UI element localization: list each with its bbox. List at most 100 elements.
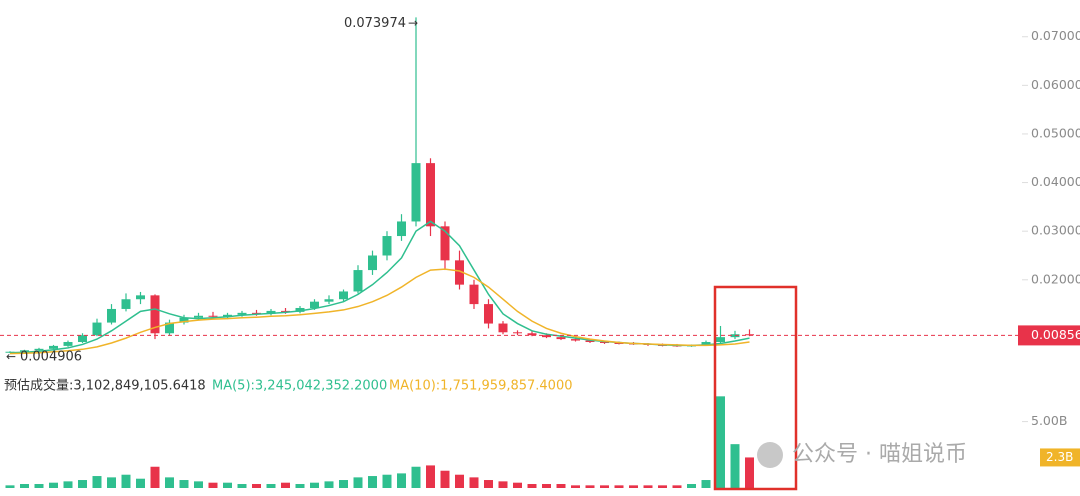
min-annotation: 0.004906 [20, 350, 82, 365]
candle-body [179, 317, 189, 323]
volume-bar [223, 482, 232, 488]
candle-body [252, 312, 261, 314]
volume-bar [701, 480, 711, 488]
volume-bar [542, 484, 551, 488]
volume-bar [498, 481, 508, 488]
volume-bar [20, 484, 29, 488]
volume-bar [556, 484, 566, 488]
last-price-tag [1018, 325, 1080, 346]
candle-body [266, 310, 276, 314]
candle-body [484, 304, 493, 324]
candle-body [745, 334, 754, 336]
candle-body [107, 308, 116, 323]
watermark: 公众号 · 喵姐说币 [757, 442, 967, 468]
volume-bar [281, 482, 290, 488]
last-price-label: 0.00856 [1031, 327, 1080, 342]
y-tick-label: 0.05000 [1031, 125, 1080, 140]
ma-line [9, 220, 750, 354]
last-volume-tag [1040, 448, 1080, 467]
candle-body [527, 333, 537, 336]
candle-body [498, 323, 508, 333]
y-tick-label: 0.07000 [1031, 28, 1080, 43]
volume-bar [484, 480, 493, 488]
candle-body [136, 295, 145, 300]
candle-body [208, 315, 218, 317]
candle-body [426, 163, 435, 227]
volume-bar [165, 477, 174, 488]
max-annotation: 0.073974 [344, 16, 406, 31]
volume-bar [194, 481, 203, 488]
candle-body [295, 307, 305, 312]
candle-body [614, 342, 624, 344]
volume-bar [687, 484, 696, 488]
volume-bar [368, 476, 377, 488]
volume-bar [571, 485, 580, 488]
candle-body [440, 226, 450, 261]
candle-body [585, 340, 595, 343]
volume-bar [745, 457, 754, 488]
volume-bar [150, 466, 160, 488]
candle-body [34, 348, 44, 351]
volume-bar [411, 466, 421, 488]
volume-bar [310, 482, 319, 488]
candle-body [716, 337, 725, 343]
candle-body [455, 260, 464, 285]
volume-bar [440, 470, 450, 488]
volume-bar [237, 484, 247, 488]
watermark-text: 公众号 · 喵姐说币 [792, 442, 967, 467]
volume-bar [78, 480, 87, 488]
volume-bar [600, 485, 609, 488]
volume-bar [49, 482, 58, 488]
volume-bar [585, 485, 595, 488]
volume-label: 预估成交量:3,102,849,105.6418 [4, 378, 206, 394]
candle-body [469, 284, 479, 305]
candle-body [310, 301, 319, 308]
y-tick-label: 0.03000 [1031, 223, 1080, 238]
candle-body [324, 299, 334, 302]
candle-body [600, 342, 609, 344]
volume-bar [716, 396, 725, 488]
candle-body [701, 342, 711, 346]
volume-bar [614, 485, 624, 488]
volume-bar [121, 474, 131, 488]
volume-bar [643, 485, 653, 488]
candle-body [121, 299, 131, 309]
volume-bar [382, 474, 392, 488]
ma-line [9, 268, 750, 355]
volume-bar [92, 476, 102, 488]
volume-bar [339, 480, 348, 488]
candle-body [194, 315, 203, 318]
ma10-label: MA(10):1,751,959,857.4000 [389, 379, 573, 394]
candle-body [556, 337, 566, 340]
candle-body [63, 342, 73, 346]
min-arrow: ← [6, 350, 16, 364]
candle-body [382, 236, 392, 256]
candle-body [542, 335, 551, 338]
watermark-icon [757, 442, 783, 468]
highlight-box [713, 285, 798, 491]
volume-bar [179, 480, 189, 488]
candle-body [49, 345, 58, 349]
candle-body [281, 310, 290, 312]
volume-bar [469, 477, 479, 488]
y-tick-label: 0.02000 [1031, 271, 1080, 286]
volume-bar [672, 485, 682, 488]
volume-bar [5, 485, 15, 488]
candle-body [237, 312, 247, 315]
y-tick-label: 0.06000 [1031, 77, 1080, 92]
candle-body [150, 295, 160, 334]
volume-bar [252, 484, 261, 488]
candle-body [339, 291, 348, 300]
volume-bar [730, 444, 740, 488]
volume-bar [455, 474, 464, 488]
ma5-label: MA(5):3,245,042,352.2000 [212, 379, 387, 394]
volume-bar [266, 484, 276, 488]
y-tick-label: 0.04000 [1031, 174, 1080, 189]
volume-tick-label: 5.00B [1031, 413, 1067, 428]
last-volume-label: 2.3B [1046, 450, 1073, 464]
candle-body [223, 314, 232, 317]
volume-bar [629, 485, 638, 488]
candle-body [92, 322, 102, 336]
volume-bar [34, 484, 44, 488]
